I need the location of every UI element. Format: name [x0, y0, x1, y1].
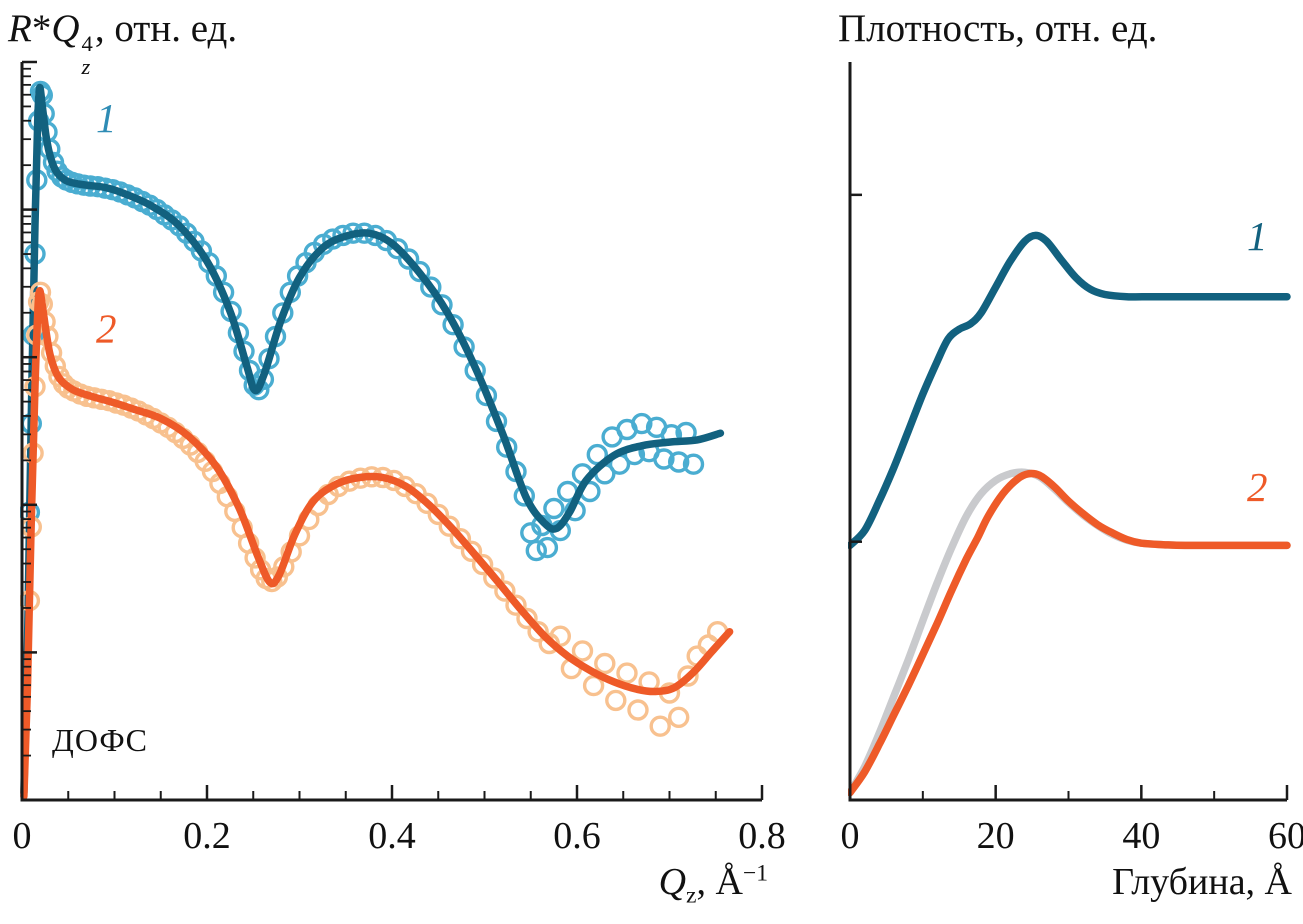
left-y-title-sub: z	[81, 54, 91, 80]
x-tick-label: 0.8	[738, 815, 786, 857]
data-point-circle	[677, 665, 699, 687]
data-point-circle	[427, 503, 449, 526]
left-y-title-R: R	[8, 7, 32, 50]
data-point-circle	[525, 539, 547, 562]
x-tick-label: 0.2	[183, 815, 231, 857]
left-y-title-star: *	[31, 7, 52, 50]
data-point-circle	[668, 706, 690, 728]
data-point-circle	[649, 715, 671, 737]
right-y-axis-title: Плотность, отн. ед.	[838, 6, 1157, 51]
fit-line	[848, 231, 1291, 550]
data-point-circle	[449, 528, 472, 550]
data-point-circle	[668, 451, 690, 473]
x-tick-label: 0	[841, 815, 860, 857]
curve-label: 2	[96, 305, 117, 351]
left-y-title-units: , отн. ед.	[94, 7, 238, 50]
data-point-circle	[594, 652, 616, 675]
data-point-circle	[409, 260, 431, 283]
left-chart-svg: 0 0.2 0.4 0.6 0.8 1 2	[13, 60, 786, 857]
data-point-circle	[616, 662, 638, 684]
data-point-circle	[505, 594, 527, 616]
left-x-title-Q: Q	[658, 861, 687, 903]
fit-line	[848, 469, 1291, 797]
data-point-circle	[471, 553, 494, 576]
left-x-axis-title: Qz, Å−1	[540, 860, 768, 910]
x-tick-label: 0	[13, 815, 32, 857]
x-tick-label: 0.6	[553, 815, 601, 857]
data-point-circle	[460, 540, 483, 562]
x-tick-label: 0.4	[368, 815, 416, 857]
data-point-circle	[627, 699, 649, 721]
data-point-circle	[682, 453, 705, 475]
data-point-circle	[549, 625, 571, 647]
data-point-circle	[261, 570, 283, 593]
right-chart-plot-area	[848, 231, 1291, 797]
fit-line	[848, 468, 1291, 797]
right-x-title-text: Глубина, Å	[1112, 861, 1292, 903]
left-y-title-Q: Q	[51, 7, 80, 50]
right-y-title-text: Плотность, отн. ед.	[838, 7, 1158, 50]
left-chart-plot-area	[20, 80, 734, 801]
data-point-circle	[420, 276, 442, 298]
curve-label: 1	[1247, 213, 1268, 259]
data-point-circle	[631, 412, 653, 435]
left-y-axis-title: R*Q 4 z, отн. ед.	[8, 6, 237, 78]
right-chart-svg: 0 20 40 60 1 2	[841, 62, 1303, 857]
x-tick-label: 60	[1268, 815, 1303, 857]
right-x-axis-title: Глубина, Å	[1058, 860, 1292, 904]
data-point-circle	[605, 689, 627, 712]
curve-label: 1	[96, 95, 117, 141]
data-point-circle	[431, 294, 453, 316]
axes	[848, 62, 1287, 802]
x-tick-label: 40	[1122, 815, 1160, 857]
curve-label: 2	[1247, 464, 1268, 510]
data-point-circle	[438, 515, 460, 537]
data-point-circle	[543, 497, 565, 520]
left-x-title-mid: , Å	[696, 861, 743, 903]
left-x-title-sup: −1	[742, 860, 768, 887]
fit-line	[20, 83, 725, 797]
data-point-circle	[397, 248, 420, 270]
left-y-title-sup: 4	[81, 31, 93, 57]
x-tick-label: 20	[977, 815, 1015, 857]
data-point-circle	[416, 492, 438, 514]
fit-line	[20, 287, 734, 801]
data-point-circle	[536, 536, 559, 559]
data-point-circle	[516, 607, 538, 630]
left-x-title-sub: z	[686, 882, 697, 909]
sample-label: ДОФС	[52, 722, 148, 758]
data-point-circle	[483, 567, 505, 589]
data-point-circle	[527, 621, 549, 643]
data-point-circle	[653, 448, 675, 470]
data-point-circle	[571, 640, 594, 662]
data-point-circle	[494, 580, 516, 602]
